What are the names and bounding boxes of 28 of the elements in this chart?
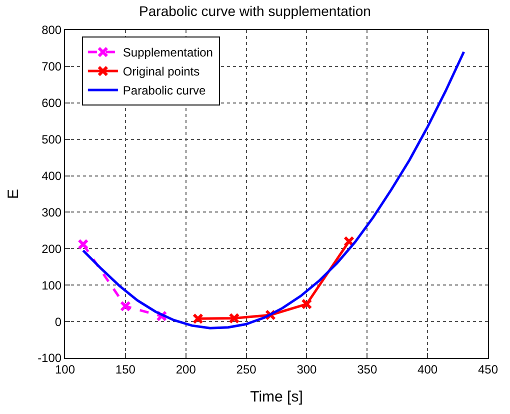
y-tick-label: 300	[42, 205, 62, 220]
x-tick-label: 250	[236, 362, 257, 376]
x-tick-label: 300	[296, 362, 318, 376]
y-tick-label: 600	[42, 96, 62, 110]
y-axis-title: E	[4, 188, 22, 200]
point	[228, 312, 240, 324]
point	[192, 313, 204, 324]
x-tick-label: 400	[418, 362, 438, 376]
x-tick-label: 200	[176, 362, 196, 376]
point	[301, 298, 312, 310]
chart-title: Parabolic curve with supplementation	[139, 3, 371, 20]
y-tick-label: 500	[42, 132, 62, 147]
legend-label: Original points	[122, 64, 200, 79]
x-tick-label: 350	[357, 362, 378, 376]
x-tick-label: 150	[115, 362, 136, 376]
y-tick-label: 200	[42, 242, 62, 256]
y-tick-label: 100	[42, 278, 62, 292]
x-tick-label: 450	[478, 362, 498, 376]
point	[120, 300, 131, 312]
y-tick-label: 700	[42, 60, 62, 74]
legend-label: Parabolic curve	[122, 84, 206, 98]
y-tick-label: 0	[54, 314, 62, 329]
point	[344, 236, 355, 247]
x-axis-title: Time [s]	[250, 388, 303, 406]
y-tick-label: 800	[42, 23, 62, 38]
point	[78, 238, 89, 250]
legend-label: Supplementation	[122, 46, 213, 60]
y-tick-label: 400	[42, 168, 62, 183]
